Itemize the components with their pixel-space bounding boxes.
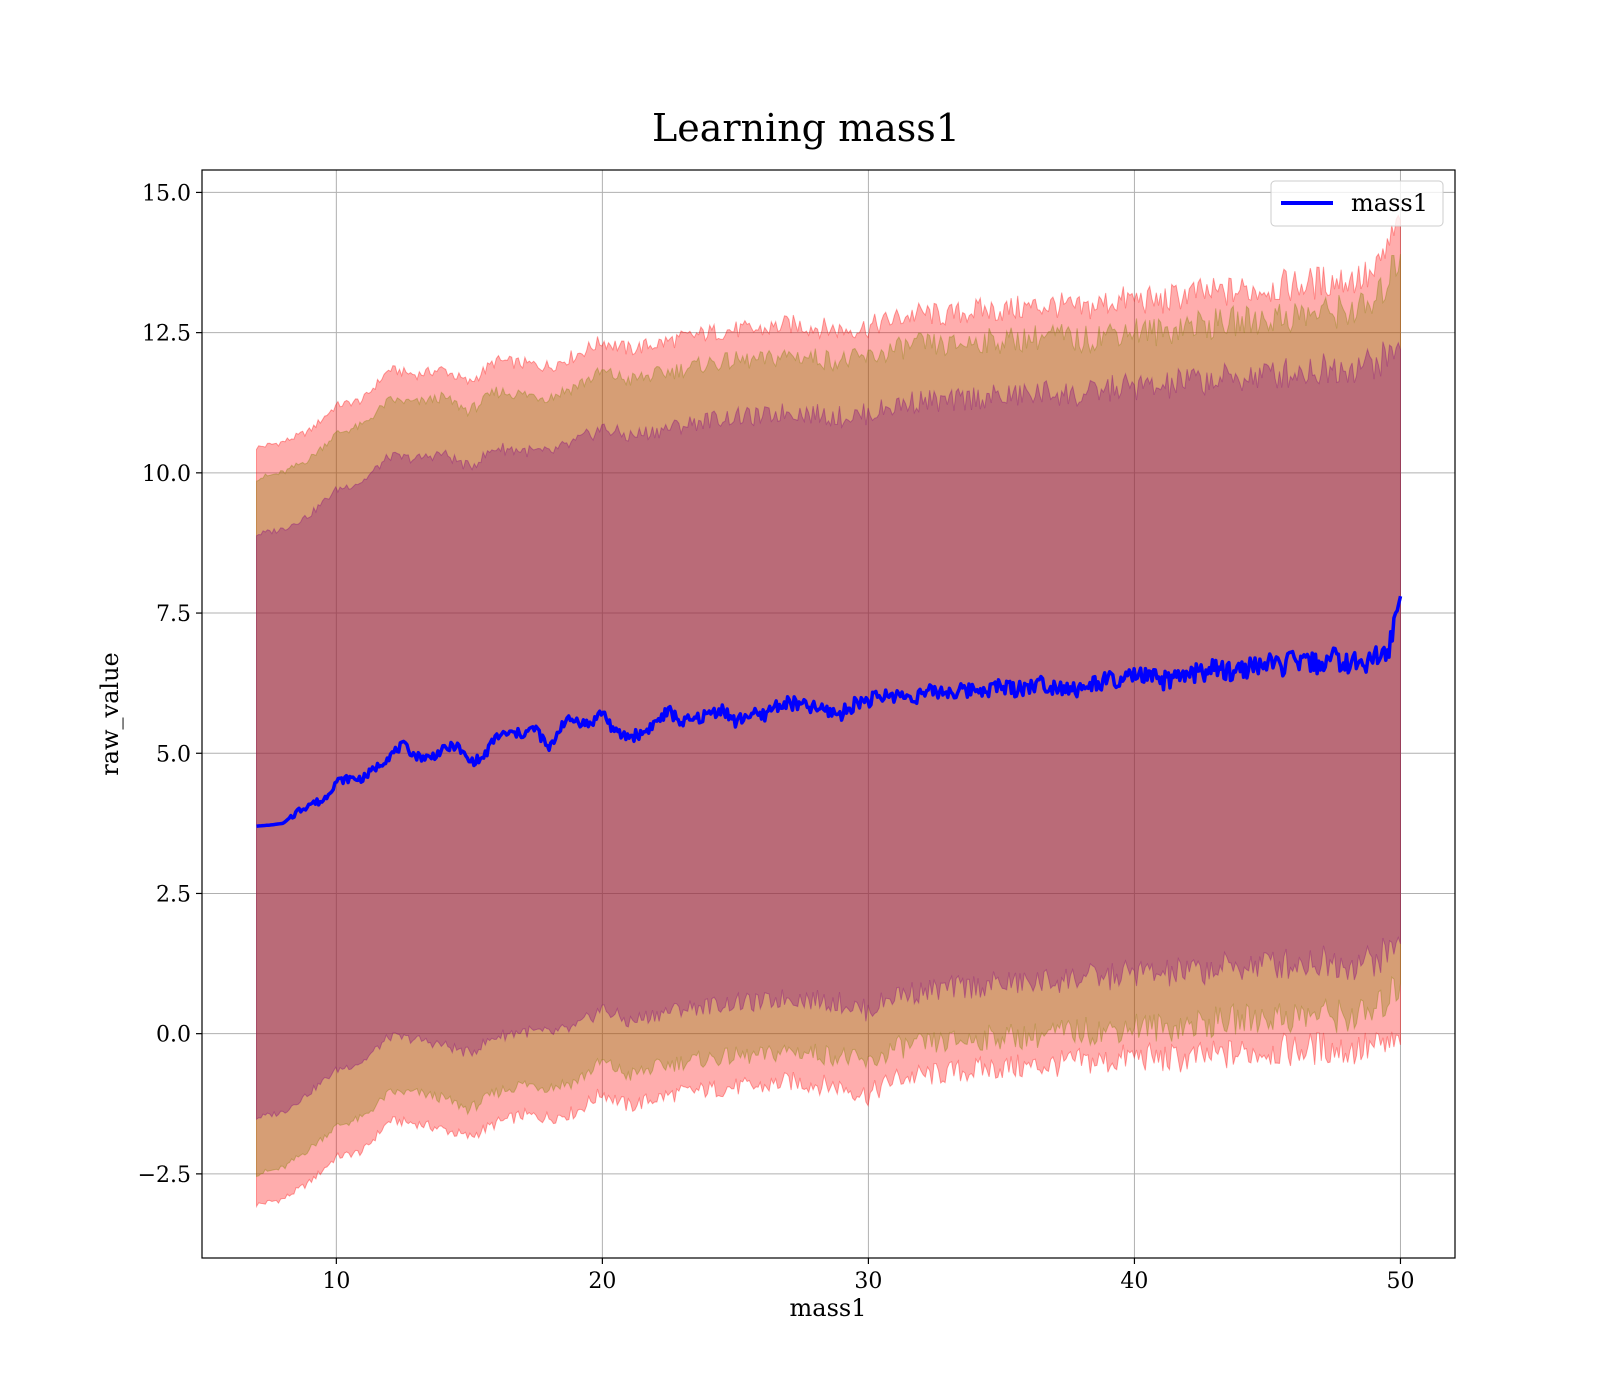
legend-box — [1270, 180, 1444, 227]
chart-title: Learning mass1 — [652, 106, 960, 150]
confidence-band — [256, 341, 1401, 1120]
x-tick-label: 50 — [1386, 1269, 1414, 1294]
x-axis-ticks: 10 20 30 40 50 — [322, 1258, 1414, 1294]
y-tick-label: 12.5 — [142, 322, 191, 347]
y-tick-label: 0.0 — [156, 1023, 191, 1048]
y-axis-ticks: −2.5 0.0 2.5 5.0 7.5 10.0 12.5 15.0 — [138, 181, 202, 1188]
x-tick-label: 30 — [854, 1269, 882, 1294]
y-tick-label: 10.0 — [142, 462, 191, 487]
y-axis-label: raw_value — [96, 652, 124, 776]
y-tick-label: 7.5 — [156, 602, 191, 627]
x-tick-label: 10 — [322, 1269, 350, 1294]
y-tick-label: 5.0 — [156, 742, 191, 767]
x-tick-label: 20 — [588, 1269, 616, 1294]
y-tick-label: −2.5 — [138, 1163, 191, 1188]
x-tick-label: 40 — [1120, 1269, 1148, 1294]
plot-frame — [201, 169, 1456, 1259]
legend-label: mass1 — [1351, 189, 1428, 217]
y-tick-label: 2.5 — [156, 882, 191, 907]
series-line-mass1 — [256, 595, 1403, 828]
y-tick-label: 15.0 — [142, 181, 191, 206]
series-lines — [256, 595, 1403, 828]
legend: mass1 — [1270, 180, 1444, 227]
x-axis-label: mass1 — [790, 1294, 867, 1322]
